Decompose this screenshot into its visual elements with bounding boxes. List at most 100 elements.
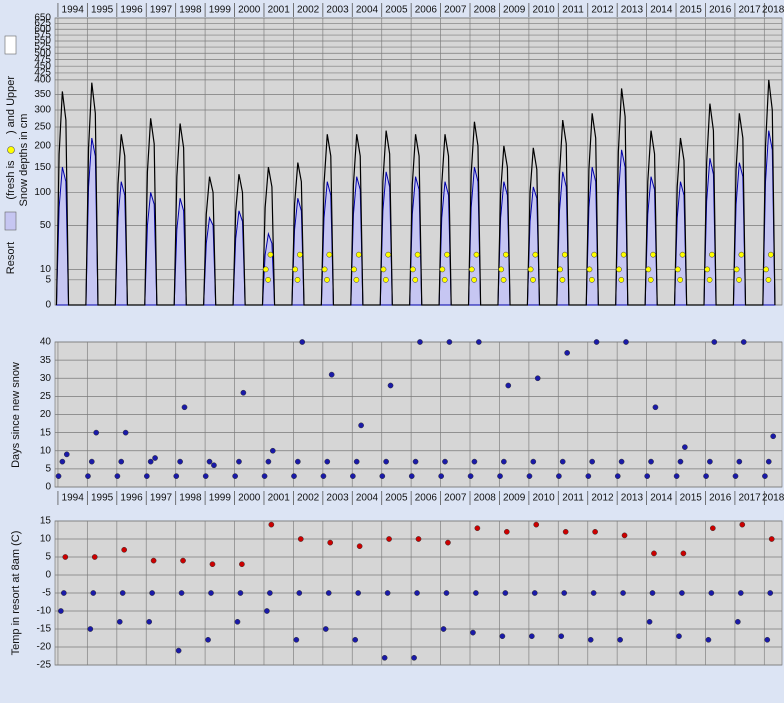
point bbox=[560, 277, 565, 282]
point bbox=[144, 474, 149, 479]
resort-icon bbox=[5, 212, 16, 230]
point bbox=[765, 637, 770, 642]
point bbox=[208, 590, 213, 595]
y-tick-label: 10 bbox=[40, 534, 52, 545]
point bbox=[679, 590, 684, 595]
point bbox=[152, 455, 157, 460]
point bbox=[269, 522, 274, 527]
point bbox=[648, 277, 653, 282]
point bbox=[762, 474, 767, 479]
point bbox=[476, 339, 481, 344]
point bbox=[535, 376, 540, 381]
y-tick-label: 5 bbox=[45, 552, 51, 563]
point bbox=[705, 267, 710, 272]
x-tick-label: 2002 bbox=[297, 493, 320, 504]
y-tick-label: 0 bbox=[45, 300, 51, 311]
point bbox=[445, 540, 450, 545]
point bbox=[295, 459, 300, 464]
x-tick-label: 2008 bbox=[474, 5, 497, 16]
point bbox=[470, 630, 475, 635]
point bbox=[381, 267, 386, 272]
point bbox=[562, 252, 567, 257]
y-tick-label: 20 bbox=[40, 409, 52, 420]
point bbox=[265, 277, 270, 282]
point bbox=[324, 277, 329, 282]
x-tick-label: 2017 bbox=[738, 493, 761, 504]
point bbox=[766, 277, 771, 282]
y-tick-label: 200 bbox=[34, 140, 51, 151]
y-tick-label: 35 bbox=[40, 355, 52, 366]
point bbox=[416, 536, 421, 541]
point bbox=[501, 277, 506, 282]
point bbox=[527, 474, 532, 479]
y-title: Resort bbox=[5, 242, 17, 274]
point bbox=[321, 474, 326, 479]
x-tick-label: 1997 bbox=[150, 5, 173, 16]
x-tick-label: 2016 bbox=[709, 493, 732, 504]
point bbox=[350, 474, 355, 479]
x-tick-label: 1997 bbox=[150, 493, 173, 504]
point bbox=[88, 626, 93, 631]
x-tick-label: 2006 bbox=[415, 493, 438, 504]
x-tick-label: 2016 bbox=[709, 5, 732, 16]
point bbox=[291, 474, 296, 479]
y-tick-label: 5 bbox=[45, 464, 51, 475]
point bbox=[469, 267, 474, 272]
point bbox=[210, 562, 215, 567]
point bbox=[591, 590, 596, 595]
point bbox=[179, 590, 184, 595]
point bbox=[528, 267, 533, 272]
point bbox=[675, 267, 680, 272]
fresh-icon bbox=[8, 147, 15, 154]
point bbox=[270, 448, 275, 453]
y-title: ) and Upper bbox=[5, 76, 17, 134]
point bbox=[682, 445, 687, 450]
x-tick-label: 1998 bbox=[179, 493, 202, 504]
point bbox=[618, 637, 623, 642]
point bbox=[619, 459, 624, 464]
x-tick-label: 2015 bbox=[680, 5, 703, 16]
x-tick-label: 2018 bbox=[762, 5, 784, 16]
point bbox=[148, 459, 153, 464]
point bbox=[411, 655, 416, 660]
x-tick-label: 2002 bbox=[297, 5, 320, 16]
point bbox=[771, 434, 776, 439]
point bbox=[297, 590, 302, 595]
point bbox=[440, 267, 445, 272]
x-tick-label: 2009 bbox=[503, 493, 526, 504]
point bbox=[565, 350, 570, 355]
point bbox=[740, 522, 745, 527]
point bbox=[678, 459, 683, 464]
point bbox=[297, 252, 302, 257]
y-tick-label: 10 bbox=[40, 264, 52, 275]
point bbox=[239, 562, 244, 567]
x-tick-label: 2004 bbox=[356, 5, 379, 16]
point bbox=[122, 547, 127, 552]
point bbox=[442, 459, 447, 464]
point bbox=[119, 459, 124, 464]
point bbox=[92, 554, 97, 559]
point bbox=[211, 463, 216, 468]
point bbox=[562, 590, 567, 595]
x-tick-label: 2004 bbox=[356, 493, 379, 504]
point bbox=[384, 459, 389, 464]
y-tick-label: 250 bbox=[34, 122, 51, 133]
point bbox=[414, 590, 419, 595]
x-tick-label: 2010 bbox=[532, 5, 555, 16]
point bbox=[241, 390, 246, 395]
point bbox=[472, 459, 477, 464]
point bbox=[60, 459, 65, 464]
x-tick-label: 1994 bbox=[62, 493, 85, 504]
point bbox=[707, 459, 712, 464]
y-tick-label: -5 bbox=[42, 588, 51, 599]
x-tick-label: 2008 bbox=[474, 493, 497, 504]
point bbox=[648, 459, 653, 464]
point bbox=[532, 590, 537, 595]
point bbox=[587, 267, 592, 272]
point bbox=[150, 590, 155, 595]
point bbox=[442, 277, 447, 282]
point bbox=[497, 474, 502, 479]
x-tick-label: 2013 bbox=[621, 493, 644, 504]
point bbox=[353, 637, 358, 642]
point bbox=[85, 474, 90, 479]
